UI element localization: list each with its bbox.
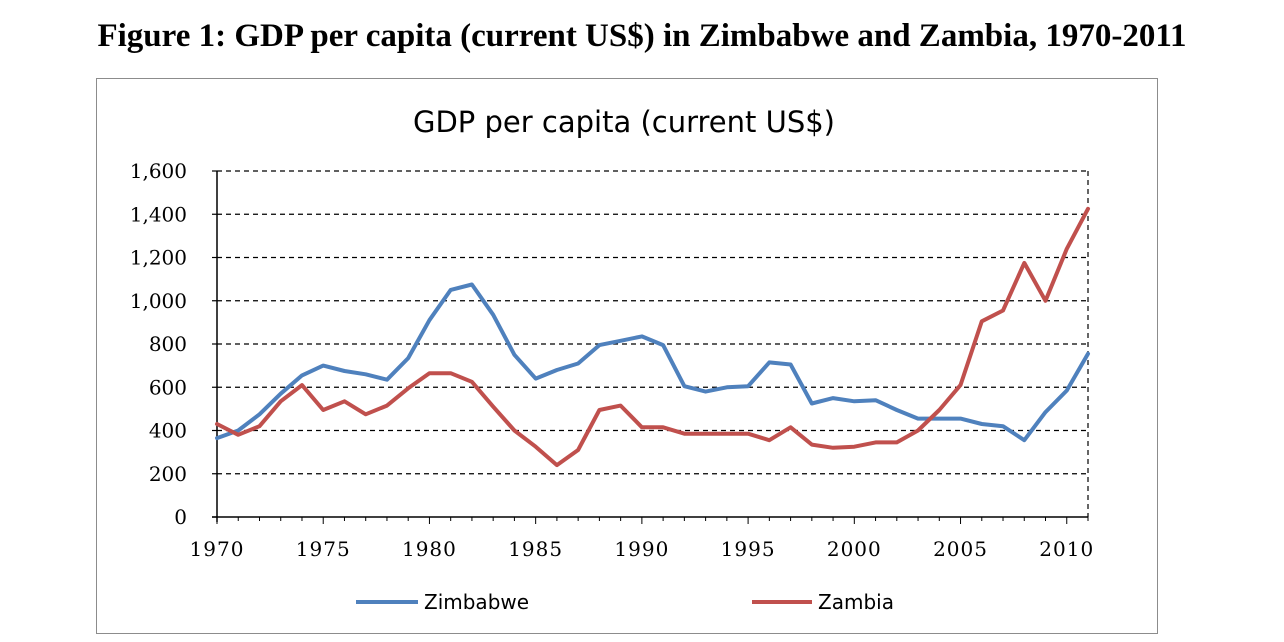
y-tick-label: 600 <box>149 375 187 399</box>
y-tick-label: 1,600 <box>130 159 187 183</box>
legend-label-zambia: Zambia <box>818 590 894 614</box>
y-tick-labels: 0 200 400 600 800 1,000 1,200 1,400 1,600 <box>130 159 187 529</box>
y-tick-label: 400 <box>149 419 187 443</box>
axes <box>212 170 1089 524</box>
figure-title: Figure 1: GDP per capita (current US$) i… <box>97 18 1187 54</box>
y-tick-label: 1,200 <box>130 246 187 270</box>
legend: Zimbabwe Zambia <box>356 590 894 614</box>
x-tick-label: 1975 <box>296 537 351 561</box>
chart-title: GDP per capita (current US$) <box>413 105 835 139</box>
x-tick-label: 2005 <box>933 537 988 561</box>
x-tick-label: 1985 <box>508 537 563 561</box>
x-tick-label: 1970 <box>190 537 245 561</box>
gridlines <box>217 170 1089 517</box>
series-line-zambia <box>215 206 1090 468</box>
series-lines <box>215 206 1090 468</box>
y-tick-label: 200 <box>149 462 187 486</box>
x-tick-label: 2000 <box>827 537 882 561</box>
y-tick-label: 0 <box>174 505 187 529</box>
x-tick-label: 2010 <box>1039 537 1094 561</box>
series-line-zimbabwe <box>215 282 1090 443</box>
x-tick-label: 1995 <box>721 537 776 561</box>
y-tick-label: 1,000 <box>130 289 187 313</box>
legend-label-zimbabwe: Zimbabwe <box>424 590 529 614</box>
chart-frame <box>96 78 1158 634</box>
y-tick-label: 1,400 <box>130 202 187 226</box>
x-tick-labels: 1970 1975 1980 1985 1990 1995 2000 2005 2010 <box>190 537 1094 561</box>
x-tick-label: 1990 <box>614 537 669 561</box>
x-tick-label: 1980 <box>402 537 457 561</box>
y-tick-label: 800 <box>149 332 187 356</box>
